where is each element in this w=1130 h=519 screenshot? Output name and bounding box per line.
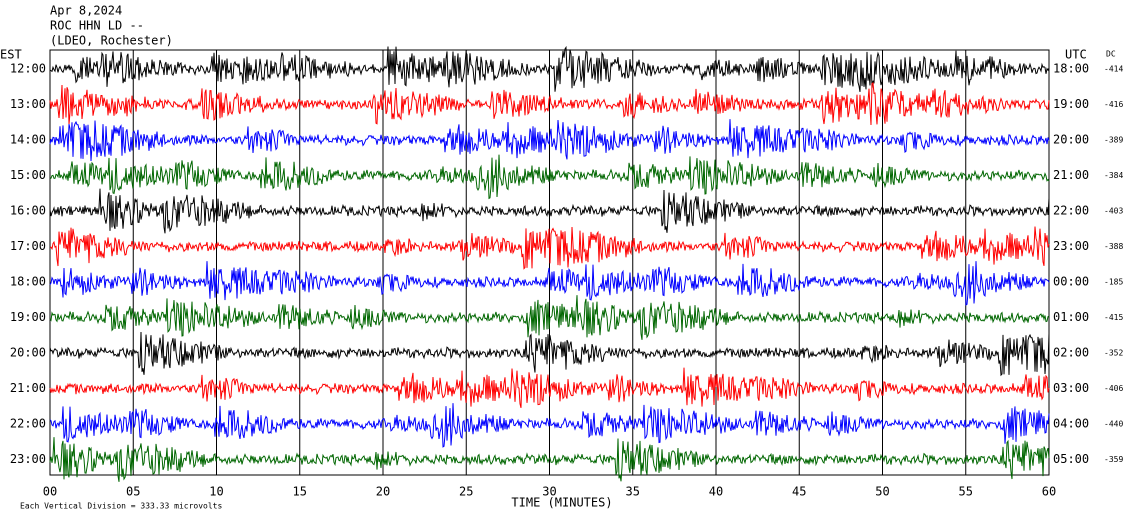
trace bbox=[49, 331, 1050, 377]
trace bbox=[49, 188, 1050, 234]
dc-value: -415 bbox=[1104, 313, 1123, 322]
x-tick-label: 40 bbox=[709, 485, 723, 499]
x-tick-label: 00 bbox=[43, 485, 57, 499]
x-tick-label: 35 bbox=[626, 485, 640, 499]
est-label: 12:00 bbox=[10, 62, 46, 76]
est-label: 23:00 bbox=[10, 452, 46, 466]
x-tick-label: 20 bbox=[376, 485, 390, 499]
utc-label: 02:00 bbox=[1053, 346, 1089, 360]
est-label: 14:00 bbox=[10, 133, 46, 147]
utc-label: 03:00 bbox=[1053, 381, 1089, 395]
right-label: UTC bbox=[1065, 48, 1087, 62]
trace bbox=[49, 437, 1050, 482]
header-line: ROC HHN LD -- bbox=[50, 19, 144, 33]
trace bbox=[49, 45, 1050, 92]
x-tick-label: 50 bbox=[875, 485, 889, 499]
trace bbox=[49, 81, 1050, 126]
est-label: 19:00 bbox=[10, 310, 46, 324]
utc-label: 20:00 bbox=[1053, 133, 1089, 147]
utc-label: 01:00 bbox=[1053, 310, 1089, 324]
x-tick-label: 10 bbox=[209, 485, 223, 499]
utc-label: 19:00 bbox=[1053, 97, 1089, 111]
dc-label: DC bbox=[1106, 50, 1116, 59]
x-tick-label: 15 bbox=[293, 485, 307, 499]
est-label: 21:00 bbox=[10, 381, 46, 395]
trace bbox=[49, 367, 1050, 409]
utc-label: 04:00 bbox=[1053, 417, 1089, 431]
utc-label: 18:00 bbox=[1053, 62, 1089, 76]
dc-value: -416 bbox=[1104, 100, 1123, 109]
footnote: Each Vertical Division = 333.33 microvol… bbox=[20, 502, 222, 511]
x-tick-label: 45 bbox=[792, 485, 806, 499]
trace bbox=[49, 403, 1050, 448]
x-tick-label: 30 bbox=[542, 485, 556, 499]
est-label: 22:00 bbox=[10, 417, 46, 431]
dc-value: -359 bbox=[1104, 455, 1123, 464]
dc-value: -406 bbox=[1104, 384, 1123, 393]
trace bbox=[49, 119, 1050, 162]
utc-label: 23:00 bbox=[1053, 239, 1089, 253]
utc-label: 00:00 bbox=[1053, 275, 1089, 289]
dc-value: -388 bbox=[1104, 242, 1123, 251]
header-line: Apr 8,2024 bbox=[50, 4, 122, 18]
x-tick-label: 25 bbox=[459, 485, 473, 499]
utc-label: 22:00 bbox=[1053, 204, 1089, 218]
est-label: 16:00 bbox=[10, 204, 46, 218]
dc-value: -403 bbox=[1104, 207, 1123, 216]
utc-label: 21:00 bbox=[1053, 168, 1089, 182]
x-axis-title: TIME (MINUTES) bbox=[511, 496, 612, 510]
x-tick-label: 55 bbox=[959, 485, 973, 499]
header-line: (LDEO, Rochester) bbox=[50, 34, 173, 48]
x-tick-label: 05 bbox=[126, 485, 140, 499]
est-label: 20:00 bbox=[10, 346, 46, 360]
trace bbox=[49, 295, 1050, 340]
x-tick-label: 60 bbox=[1042, 485, 1056, 499]
dc-value: -389 bbox=[1104, 136, 1123, 145]
est-label: 17:00 bbox=[10, 239, 46, 253]
left-label: EST bbox=[0, 48, 22, 62]
dc-value: -384 bbox=[1104, 171, 1123, 180]
est-label: 13:00 bbox=[10, 97, 46, 111]
utc-label: 05:00 bbox=[1053, 452, 1089, 466]
dc-value: -352 bbox=[1104, 349, 1123, 358]
dc-value: -440 bbox=[1104, 420, 1123, 429]
dc-value: -414 bbox=[1104, 65, 1123, 74]
est-label: 15:00 bbox=[10, 168, 46, 182]
trace bbox=[49, 154, 1050, 200]
dc-value: -185 bbox=[1104, 278, 1123, 287]
est-label: 18:00 bbox=[10, 275, 46, 289]
trace bbox=[49, 261, 1050, 306]
trace bbox=[49, 226, 1050, 270]
